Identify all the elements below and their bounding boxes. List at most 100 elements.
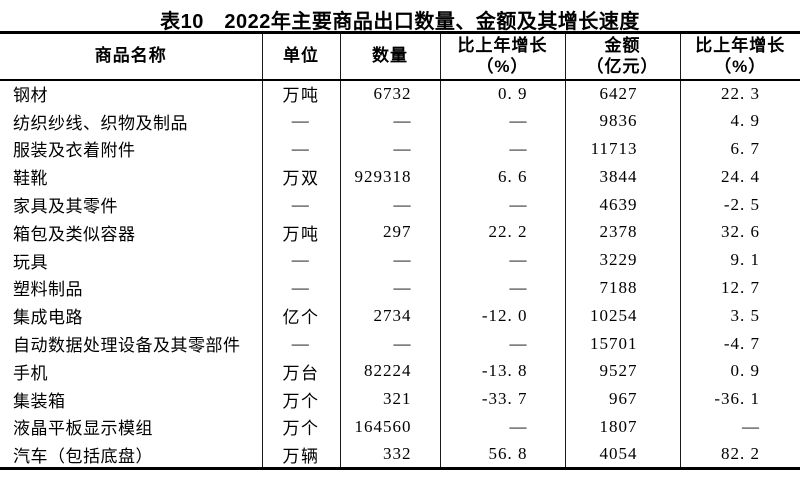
header-unit: 单位	[261, 32, 340, 81]
cell-quantity-growth: —	[439, 107, 565, 136]
table-row: 家具及其零件 — — — 4639 -2. 5	[0, 190, 800, 219]
cell-commodity-name: 鞋靴	[13, 169, 48, 189]
cell-amount-growth: 32. 6	[679, 218, 800, 247]
table-row: 玩具 — — — 3229 9. 1	[0, 246, 800, 275]
cell-unit: —	[261, 107, 340, 136]
cell-quantity: 6732	[339, 79, 440, 108]
cell-unit: —	[261, 274, 340, 302]
cell-amount: 6427	[564, 79, 680, 108]
cell-quantity-growth: 56. 8	[439, 440, 565, 469]
cell-unit: 万个	[261, 385, 340, 414]
cell-quantity: 164560	[339, 413, 440, 441]
cell-commodity-name: 集成电路	[13, 308, 83, 328]
header-sublabel: （%）	[714, 57, 767, 77]
header-row: 商品名称 单位 数量 比上年增长 （%） 金额 （亿元） 比上年增长	[0, 32, 800, 81]
cell-quantity: 297	[339, 218, 440, 247]
cell-unit: —	[261, 190, 340, 219]
table-row: 鞋靴 万双 929318 6. 6 3844 24. 4	[0, 162, 800, 191]
cell-unit: —	[261, 135, 340, 163]
cell-amount-growth: —	[679, 413, 800, 441]
cell-amount-growth: 12. 7	[679, 274, 800, 302]
cell-amount: 1807	[564, 413, 680, 441]
header-label: 金额	[604, 36, 641, 56]
cell-quantity: —	[339, 329, 440, 358]
cell-amount: 7188	[564, 274, 680, 302]
cell-quantity-growth: —	[439, 329, 565, 358]
cell-commodity-name: 液晶平板显示模组	[13, 419, 153, 439]
cell-unit: 万台	[261, 357, 340, 386]
table-row: 液晶平板显示模组 万个 164560 — 1807 —	[0, 413, 800, 441]
cell-quantity-growth: 6. 6	[439, 162, 565, 191]
export-commodities-table: 商品名称 单位 数量 比上年增长 （%） 金额 （亿元） 比上年增长	[0, 31, 800, 471]
cell-quantity: 82224	[339, 357, 440, 386]
cell-amount-growth: -4. 7	[679, 329, 800, 358]
cell-amount: 3844	[564, 162, 680, 191]
cell-amount-growth: -36. 1	[679, 385, 800, 414]
cell-quantity-growth: 0. 9	[439, 79, 565, 108]
cell-amount-growth: -2. 5	[679, 190, 800, 219]
cell-amount-growth: 0. 9	[679, 357, 800, 386]
cell-quantity-growth: -13. 8	[439, 357, 565, 386]
cell-commodity-name: 汽车（包括底盘）	[13, 446, 153, 466]
cell-quantity-growth: 22. 2	[439, 218, 565, 247]
header-label: 单位	[283, 46, 319, 66]
cell-amount-growth: 3. 5	[679, 301, 800, 330]
cell-amount: 11713	[564, 135, 680, 163]
cell-commodity-name: 玩具	[13, 252, 48, 272]
table-row: 手机 万台 82224 -13. 8 9527 0. 9	[0, 357, 800, 386]
header-commodity-name: 商品名称	[0, 32, 262, 81]
cell-quantity-growth: -12. 0	[439, 301, 565, 330]
cell-amount: 10254	[564, 301, 680, 330]
cell-commodity-name: 自动数据处理设备及其零部件	[13, 336, 241, 356]
header-quantity-growth: 比上年增长 （%）	[439, 32, 565, 81]
table-row: 集装箱 万个 321 -33. 7 967 -36. 1	[0, 385, 800, 414]
cell-commodity-name: 手机	[13, 363, 48, 383]
cell-commodity-name: 箱包及类似容器	[13, 224, 136, 244]
header-amount-growth: 比上年增长 （%）	[679, 32, 800, 81]
cell-quantity: —	[339, 246, 440, 275]
cell-commodity-name: 服装及衣着附件	[13, 141, 136, 161]
table-row: 箱包及类似容器 万吨 297 22. 2 2378 32. 6	[0, 218, 800, 247]
cell-unit: —	[261, 329, 340, 358]
header-label: 比上年增长	[457, 36, 548, 56]
header-quantity: 数量	[339, 32, 440, 81]
cell-commodity-name: 塑料制品	[13, 280, 83, 300]
cell-unit: —	[261, 246, 340, 275]
table-row: 钢材 万吨 6732 0. 9 6427 22. 3	[0, 79, 800, 108]
cell-quantity: 2734	[339, 301, 440, 330]
cell-quantity-growth: -33. 7	[439, 385, 565, 414]
cell-commodity-name: 钢材	[13, 86, 48, 106]
cell-quantity-growth: —	[439, 190, 565, 219]
cell-unit: 亿个	[261, 301, 340, 330]
header-sublabel: （亿元）	[586, 57, 659, 77]
table-header: 商品名称 单位 数量 比上年增长 （%） 金额 （亿元） 比上年增长	[0, 32, 800, 81]
cell-amount-growth: 24. 4	[679, 162, 800, 191]
cell-commodity-name: 集装箱	[13, 391, 66, 411]
header-label: 商品名称	[94, 46, 167, 66]
cell-quantity: —	[339, 190, 440, 219]
cell-amount-growth: 22. 3	[679, 79, 800, 108]
cell-commodity-name: 家具及其零件	[13, 197, 118, 217]
cell-unit: 万吨	[261, 79, 340, 108]
cell-quantity-growth: —	[439, 135, 565, 163]
table-row: 集成电路 亿个 2734 -12. 0 10254 3. 5	[0, 301, 800, 330]
cell-amount: 967	[564, 385, 680, 414]
cell-unit: 万个	[261, 413, 340, 441]
header-amount: 金额 （亿元）	[564, 32, 680, 81]
table-row: 自动数据处理设备及其零部件 — — — 15701 -4. 7	[0, 329, 800, 358]
cell-quantity-growth: —	[439, 246, 565, 275]
header-sublabel: （%）	[476, 57, 529, 77]
cell-unit: 万吨	[261, 218, 340, 247]
cell-quantity: 929318	[339, 162, 440, 191]
header-label: 比上年增长	[695, 36, 786, 56]
table-row: 服装及衣着附件 — — — 11713 6. 7	[0, 135, 800, 163]
table-body: 钢材 万吨 6732 0. 9 6427 22. 3 纺织纱线、织物及制品 — …	[0, 79, 800, 469]
cell-amount: 4639	[564, 190, 680, 219]
cell-quantity: —	[339, 135, 440, 163]
cell-amount-growth: 82. 2	[679, 440, 800, 469]
cell-quantity: 332	[339, 440, 440, 469]
cell-quantity: —	[339, 107, 440, 136]
table-row: 汽车（包括底盘） 万辆 332 56. 8 4054 82. 2	[0, 440, 800, 469]
cell-amount: 3229	[564, 246, 680, 275]
